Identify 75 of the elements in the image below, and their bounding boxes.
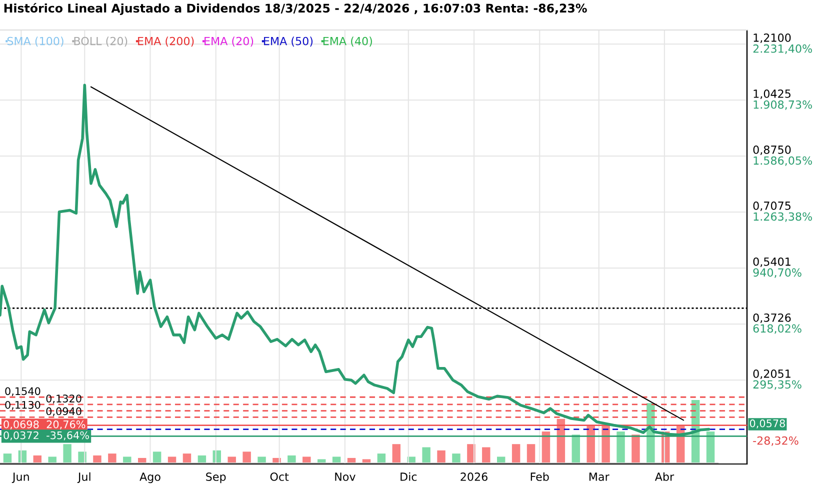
bar bbox=[542, 432, 550, 463]
bar bbox=[317, 459, 326, 463]
y-tick-label: 0,5401 bbox=[753, 257, 790, 268]
x-tick-label: Abr bbox=[654, 472, 674, 481]
ref-line-label: 0,0698 20,76% bbox=[4, 420, 86, 430]
bar bbox=[437, 450, 446, 463]
legend-label: BOLL (20) bbox=[74, 36, 128, 47]
x-tick-label: 2026 bbox=[460, 472, 488, 481]
bar bbox=[632, 434, 640, 463]
bar bbox=[362, 459, 371, 463]
x-tick-label: Jun bbox=[12, 472, 29, 483]
bar bbox=[242, 452, 251, 463]
bar bbox=[93, 455, 102, 463]
y2-tick-label: 940,70% bbox=[753, 268, 802, 278]
bar bbox=[706, 432, 715, 463]
bar bbox=[572, 434, 580, 463]
bar bbox=[3, 454, 12, 463]
x-tick-label: Feb bbox=[530, 472, 549, 481]
bar bbox=[377, 454, 386, 463]
ref-line-label: 0,1130 bbox=[5, 400, 40, 410]
x-tick-label: Nov bbox=[335, 472, 356, 481]
y-tick-label: 0,2051 bbox=[753, 369, 790, 380]
bar bbox=[182, 454, 192, 463]
x-tick-label: Mar bbox=[589, 472, 610, 481]
bar bbox=[512, 444, 520, 463]
x-tick-label: Jul bbox=[77, 472, 90, 483]
bar bbox=[288, 455, 296, 463]
bar bbox=[258, 456, 266, 463]
bar bbox=[33, 455, 42, 463]
bar bbox=[586, 425, 595, 463]
bar bbox=[482, 447, 490, 463]
x-tick-label: Oct bbox=[270, 472, 289, 481]
bar bbox=[198, 455, 206, 463]
legend-label: EMA (40) bbox=[323, 36, 372, 47]
bar bbox=[63, 444, 72, 463]
ref-line-label: 0,1540 bbox=[5, 387, 40, 396]
y2-tick-label: -28,32% bbox=[753, 436, 798, 446]
bar bbox=[123, 456, 132, 463]
y-tick-label: 1,0425 bbox=[754, 89, 790, 100]
bar bbox=[392, 444, 401, 463]
bar bbox=[152, 452, 162, 463]
ref-line-label: 0,0372 -35,64% bbox=[4, 431, 89, 440]
bar bbox=[496, 456, 506, 463]
y2-tick-label: 1.263,38% bbox=[754, 212, 812, 222]
bar bbox=[228, 456, 236, 463]
ref-line-label: 0,0940 bbox=[46, 407, 82, 416]
bar bbox=[302, 456, 311, 463]
bar bbox=[108, 454, 116, 463]
chart-title: Histórico Lineal Ajustado a Dividendos 18/3/2025 - 22/4/2026 , 16:07:03 Renta: -86,23% bbox=[4, 3, 587, 15]
y2-tick-label: 1.586,05% bbox=[754, 156, 812, 166]
y-tick-label: 0,8750 bbox=[753, 145, 791, 156]
x-tick-label: Ago bbox=[140, 472, 160, 484]
y2-tick-label: 295,35% bbox=[753, 380, 802, 390]
bar bbox=[526, 444, 536, 463]
bar bbox=[602, 425, 610, 463]
ref-line-label: 0,0578 bbox=[750, 419, 785, 428]
bar bbox=[48, 456, 56, 463]
y2-tick-label: 2.231,40% bbox=[753, 44, 812, 54]
y2-tick-label: 1.908,73% bbox=[754, 100, 812, 110]
legend-label: EMA (200) bbox=[138, 36, 194, 47]
bar bbox=[452, 454, 460, 463]
bar bbox=[616, 432, 625, 463]
y-tick-label: 1,2100 bbox=[754, 33, 791, 44]
legend-label: EMA (50) bbox=[264, 36, 313, 47]
legend-label: EMA (20) bbox=[204, 36, 254, 47]
x-tick-label: Sep bbox=[206, 472, 226, 484]
bar bbox=[422, 447, 430, 463]
y-tick-label: 0,7075 bbox=[753, 202, 790, 212]
x-tick-label: Dic bbox=[400, 472, 417, 481]
y-tick-label: 0,3726 bbox=[753, 313, 791, 324]
ref-line-label: 0,1320 bbox=[46, 394, 82, 404]
bar bbox=[168, 456, 176, 463]
legend-label: SMA (100) bbox=[7, 36, 64, 47]
bar bbox=[332, 456, 341, 463]
y2-tick-label: 618,02% bbox=[753, 324, 802, 334]
